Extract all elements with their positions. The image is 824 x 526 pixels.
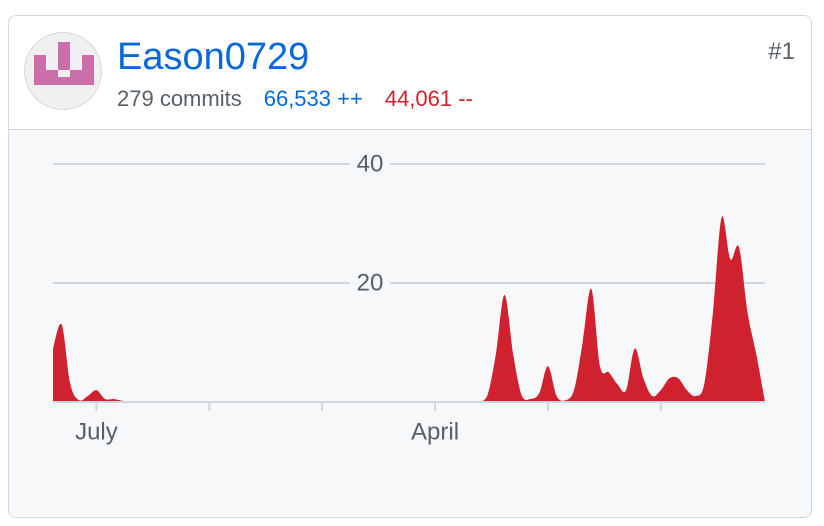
area: [53, 216, 765, 402]
contributor-card: Eason0729 #1 279 commits 66,533 ++ 44,061 …: [8, 15, 812, 518]
username[interactable]: Eason0729: [117, 36, 310, 78]
x-tick-label: April: [411, 418, 459, 445]
stats: 279 commits 66,533 ++ 44,061 --: [117, 86, 495, 112]
avatar[interactable]: [24, 32, 102, 110]
y-tick-label: 40: [357, 150, 384, 177]
commits[interactable]: 279 commits: [117, 86, 242, 111]
rank: #1: [768, 38, 795, 65]
additions: 66,533 ++: [263, 86, 363, 111]
card-header: Eason0729 #1 279 commits 66,533 ++ 44,061 …: [9, 16, 811, 130]
x-tick-label: July: [75, 418, 118, 445]
y-label-bg: [350, 152, 390, 176]
y-tick-label: 20: [357, 269, 384, 296]
y-label-bg: [350, 271, 390, 295]
deletions: 44,061 --: [384, 86, 473, 111]
